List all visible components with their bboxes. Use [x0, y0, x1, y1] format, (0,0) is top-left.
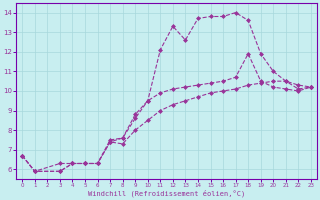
X-axis label: Windchill (Refroidissement éolien,°C): Windchill (Refroidissement éolien,°C) [88, 190, 245, 197]
